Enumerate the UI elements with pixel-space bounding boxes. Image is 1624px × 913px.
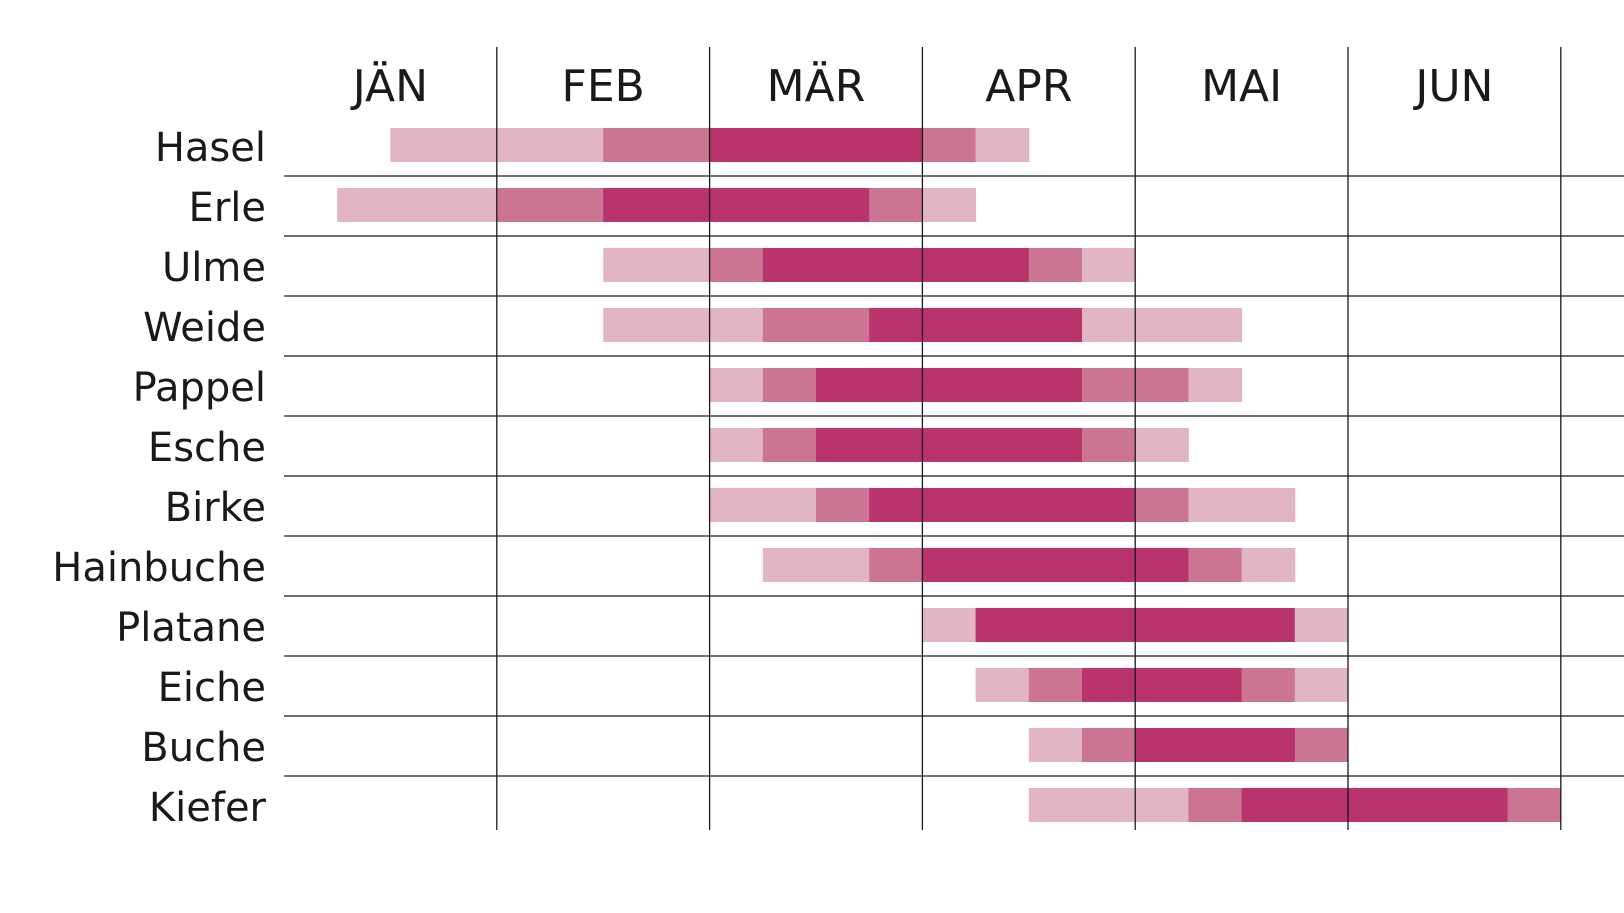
bar-segment-birke-3 <box>1135 488 1189 522</box>
row-weide-bars <box>603 308 1243 342</box>
row-label-eiche: Eiche <box>158 665 266 711</box>
bar-segment-hainbuche-1 <box>869 548 923 582</box>
bar-segment-eiche-4 <box>1294 668 1349 702</box>
bar-segment-erle-3 <box>869 188 923 222</box>
bar-segment-pappel-4 <box>1188 368 1243 402</box>
row-esche-bars <box>709 428 1189 462</box>
bar-segment-platane-2 <box>1294 608 1349 642</box>
bar-segment-birke-0 <box>709 488 817 522</box>
bar-segment-ulme-4 <box>1082 248 1136 282</box>
bar-segment-esche-0 <box>709 428 764 462</box>
row-label-ulme: Ulme <box>162 245 266 291</box>
row-buche-bars <box>1028 728 1349 762</box>
row-label-platane: Platane <box>116 605 266 651</box>
row-hasel-bars <box>390 128 1030 162</box>
row-label-hasel: Hasel <box>155 125 266 171</box>
month-label-5: JUN <box>1412 61 1493 112</box>
row-label-weide: Weide <box>143 305 266 351</box>
bar-segment-platane-0 <box>922 608 977 642</box>
row-label-pappel: Pappel <box>133 365 266 411</box>
bar-segment-buche-1 <box>1082 728 1136 762</box>
bar-segment-ulme-1 <box>709 248 764 282</box>
bar-segment-birke-1 <box>816 488 870 522</box>
bar-segment-hainbuche-3 <box>1188 548 1243 582</box>
bar-segment-buche-2 <box>1135 728 1296 762</box>
bar-segment-weide-1 <box>762 308 870 342</box>
month-label-3: APR <box>985 61 1072 112</box>
bar-segment-esche-2 <box>816 428 1083 462</box>
bar-segment-buche-0 <box>1028 728 1083 762</box>
bars-layer <box>337 128 1562 822</box>
bar-segment-pappel-1 <box>762 368 817 402</box>
row-pappel-bars <box>709 368 1243 402</box>
bar-segment-hainbuche-4 <box>1241 548 1296 582</box>
bar-segment-ulme-0 <box>603 248 711 282</box>
row-labels: Hasel Erle Ulme Weide Pappel Esche Birke Hainbu… <box>52 125 266 831</box>
bar-segment-kiefer-3 <box>1507 788 1562 822</box>
bar-segment-weide-0 <box>603 308 764 342</box>
bar-segment-esche-3 <box>1082 428 1136 462</box>
row-label-erle: Erle <box>189 185 266 231</box>
bar-segment-buche-3 <box>1294 728 1349 762</box>
bar-segment-eiche-3 <box>1241 668 1296 702</box>
row-label-birke: Birke <box>165 485 266 531</box>
bar-segment-eiche-1 <box>1028 668 1083 702</box>
month-labels: JÄN FEB MÄR APR MAI JUN <box>350 60 1494 112</box>
bar-segment-erle-1 <box>496 188 604 222</box>
month-label-0: JÄN <box>350 60 428 112</box>
bar-segment-birke-2 <box>869 488 1136 522</box>
row-birke-bars <box>709 488 1296 522</box>
bar-segment-erle-0 <box>337 188 498 222</box>
month-label-2: MÄR <box>767 60 866 112</box>
bar-segment-weide-3 <box>1082 308 1243 342</box>
bar-segment-ulme-3 <box>1028 248 1083 282</box>
month-label-1: FEB <box>562 61 645 112</box>
bar-segment-hasel-4 <box>975 128 1030 162</box>
row-label-buche: Buche <box>141 725 266 771</box>
bar-segment-birke-4 <box>1188 488 1296 522</box>
row-eiche-bars <box>975 668 1349 702</box>
row-label-kiefer: Kiefer <box>149 785 267 831</box>
month-label-4: MAI <box>1201 61 1282 112</box>
bar-segment-kiefer-1 <box>1188 788 1243 822</box>
row-kiefer-bars <box>1028 788 1562 822</box>
bar-segment-hasel-3 <box>922 128 977 162</box>
bar-segment-esche-1 <box>762 428 817 462</box>
bar-segment-erle-4 <box>922 188 977 222</box>
bar-segment-hasel-2 <box>709 128 923 162</box>
row-label-esche: Esche <box>148 425 266 471</box>
bar-segment-pappel-0 <box>709 368 764 402</box>
bar-segment-eiche-0 <box>975 668 1030 702</box>
bar-segment-kiefer-2 <box>1241 788 1509 822</box>
bar-segment-hainbuche-2 <box>922 548 1189 582</box>
bar-segment-ulme-2 <box>762 248 1030 282</box>
row-label-hainbuche: Hainbuche <box>52 545 266 591</box>
row-erle-bars <box>337 188 977 222</box>
bar-segment-eiche-2 <box>1082 668 1243 702</box>
bar-segment-hasel-1 <box>603 128 711 162</box>
row-hainbuche-bars <box>762 548 1296 582</box>
bar-segment-weide-2 <box>869 308 1083 342</box>
bar-segment-erle-2 <box>603 188 870 222</box>
bar-segment-hainbuche-0 <box>762 548 870 582</box>
bar-segment-pappel-2 <box>816 368 1083 402</box>
bar-segment-esche-4 <box>1135 428 1189 462</box>
bar-segment-kiefer-0 <box>1028 788 1189 822</box>
row-ulme-bars <box>603 248 1136 282</box>
grid-layer <box>284 47 1624 830</box>
